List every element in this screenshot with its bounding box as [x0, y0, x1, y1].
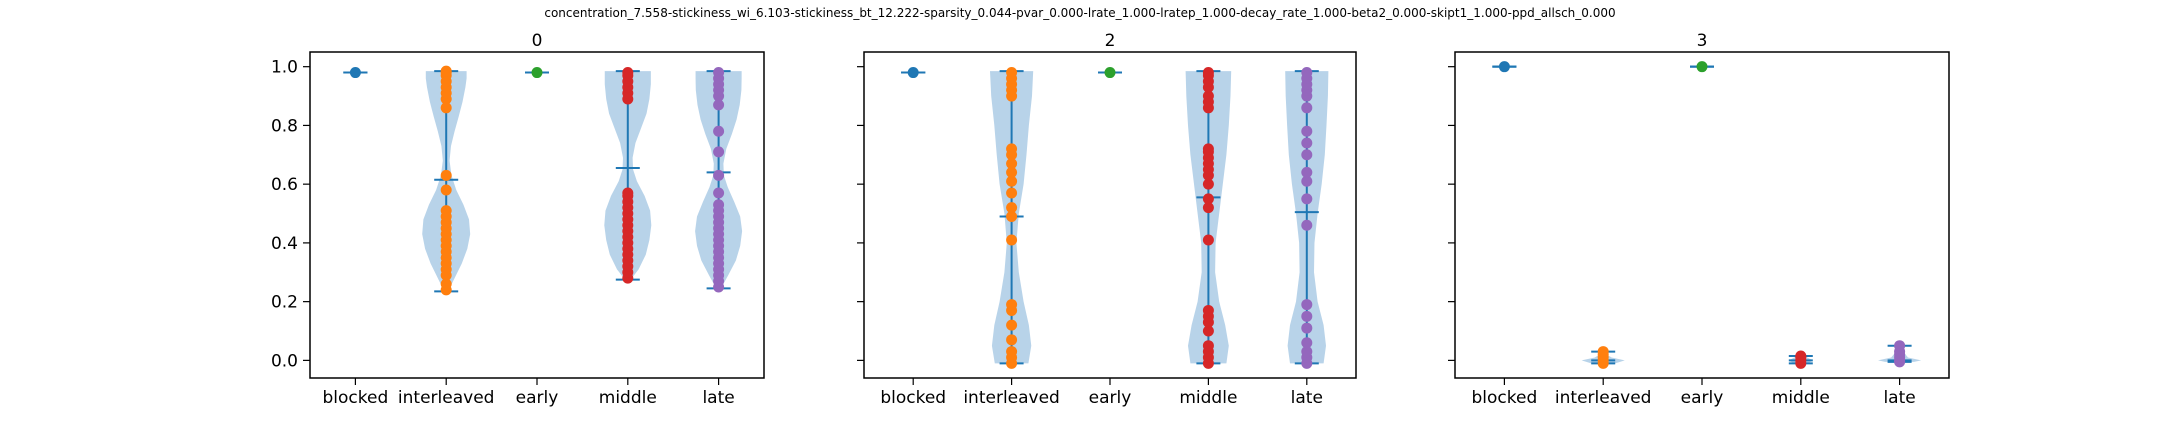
data-point	[1006, 210, 1018, 222]
data-point	[440, 65, 452, 77]
plot-frame	[863, 51, 1357, 379]
x-tick-label: early	[1681, 388, 1724, 408]
x-tick-label: blocked	[880, 388, 946, 408]
data-point	[1202, 178, 1214, 190]
data-point	[1006, 234, 1018, 246]
y-tick-label: 0.8	[271, 116, 298, 136]
data-point	[1006, 187, 1018, 199]
data-point	[1202, 143, 1214, 155]
data-point	[1006, 175, 1018, 187]
data-point	[1795, 350, 1807, 362]
plot-frame	[1454, 51, 1950, 379]
data-point	[1301, 322, 1313, 334]
data-point	[1006, 319, 1018, 331]
data-point	[1202, 340, 1214, 352]
data-point	[1301, 346, 1313, 358]
data-point	[622, 67, 634, 79]
panel-2: 2 blocked interleaved early middle late	[857, 31, 1357, 408]
data-point	[1202, 193, 1214, 205]
data-point	[1202, 90, 1214, 102]
data-point	[1006, 67, 1018, 79]
data-point	[1498, 61, 1510, 73]
data-point	[1301, 137, 1313, 149]
data-point	[1006, 346, 1018, 358]
data-point	[1006, 334, 1018, 346]
x-tick-label: interleaved	[398, 388, 495, 408]
data-point	[713, 125, 725, 137]
x-tick-label: middle	[1179, 388, 1237, 408]
plot-frame	[309, 51, 765, 379]
x-tick-label: blocked	[323, 388, 389, 408]
y-tick-label: 0.2	[271, 293, 298, 313]
data-point	[1301, 67, 1313, 79]
x-tick-label: interleaved	[963, 388, 1060, 408]
data-point	[1202, 202, 1214, 214]
data-point	[440, 184, 452, 196]
y-tick-label: 0.6	[271, 175, 298, 195]
data-point	[1006, 299, 1018, 311]
data-point	[713, 99, 725, 111]
data-point	[440, 169, 452, 181]
data-point	[1202, 67, 1214, 79]
data-point	[1301, 175, 1313, 187]
data-point	[1301, 125, 1313, 137]
y-tick-label: 0.0	[271, 351, 298, 371]
data-point	[1301, 193, 1313, 205]
panel-title: 3	[1697, 31, 1708, 51]
data-point	[1301, 299, 1313, 311]
x-tick-label: middle	[599, 388, 657, 408]
data-point	[1006, 143, 1018, 155]
data-point	[713, 169, 725, 181]
data-point	[713, 187, 725, 199]
x-tick-label: blocked	[1472, 388, 1538, 408]
data-point	[1301, 310, 1313, 322]
data-point	[1202, 234, 1214, 246]
y-tick-label: 0.4	[271, 234, 298, 254]
data-point	[531, 67, 543, 79]
data-point	[1006, 158, 1018, 170]
x-tick-label: late	[702, 388, 734, 408]
data-point	[1301, 166, 1313, 178]
data-point	[622, 187, 634, 199]
data-point	[1006, 166, 1018, 178]
x-tick-label: interleaved	[1555, 388, 1652, 408]
panel-title: 2	[1105, 31, 1116, 51]
y-tick-label: 1.0	[271, 58, 298, 78]
data-point	[1696, 61, 1708, 73]
data-point	[1202, 304, 1214, 316]
x-tick-label: early	[1089, 388, 1132, 408]
data-point	[1202, 325, 1214, 337]
data-point	[349, 67, 361, 79]
data-point	[1894, 340, 1906, 352]
x-tick-label: middle	[1772, 388, 1830, 408]
data-point	[713, 146, 725, 158]
data-point	[713, 199, 725, 211]
data-point	[1104, 67, 1116, 79]
x-tick-label: late	[1291, 388, 1323, 408]
data-point	[907, 67, 919, 79]
data-point	[1301, 149, 1313, 161]
data-point	[1301, 219, 1313, 231]
panel-0: 0 0.0 0.2 0.4 0.6 0.8 1.0 blocked interleaved ear…	[271, 31, 765, 408]
data-point	[1597, 346, 1609, 358]
x-tick-label: early	[516, 388, 559, 408]
data-point	[1006, 202, 1018, 214]
data-point	[440, 102, 452, 114]
panel-3: 3 blocked interleaved early middle late	[1448, 31, 1950, 408]
data-point	[1301, 337, 1313, 349]
data-point	[713, 67, 725, 79]
panel-title: 0	[532, 31, 543, 51]
data-point	[440, 205, 452, 217]
figure-title: concentration_7.558-stickiness_wi_6.103-…	[544, 6, 1616, 20]
data-point	[1301, 102, 1313, 114]
data-point	[440, 278, 452, 290]
x-tick-label: late	[1883, 388, 1915, 408]
